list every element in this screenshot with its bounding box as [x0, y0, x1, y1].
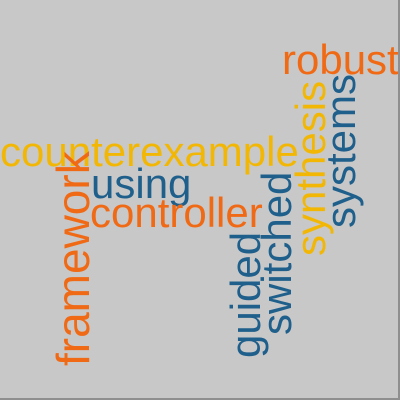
word-controller: controller: [90, 189, 263, 236]
word-counterexample: counterexample: [0, 128, 299, 175]
word-framework: framework: [47, 151, 99, 366]
word-using: using: [91, 160, 192, 207]
word-systems: systems: [317, 73, 364, 228]
word-robust: robust: [282, 36, 399, 83]
